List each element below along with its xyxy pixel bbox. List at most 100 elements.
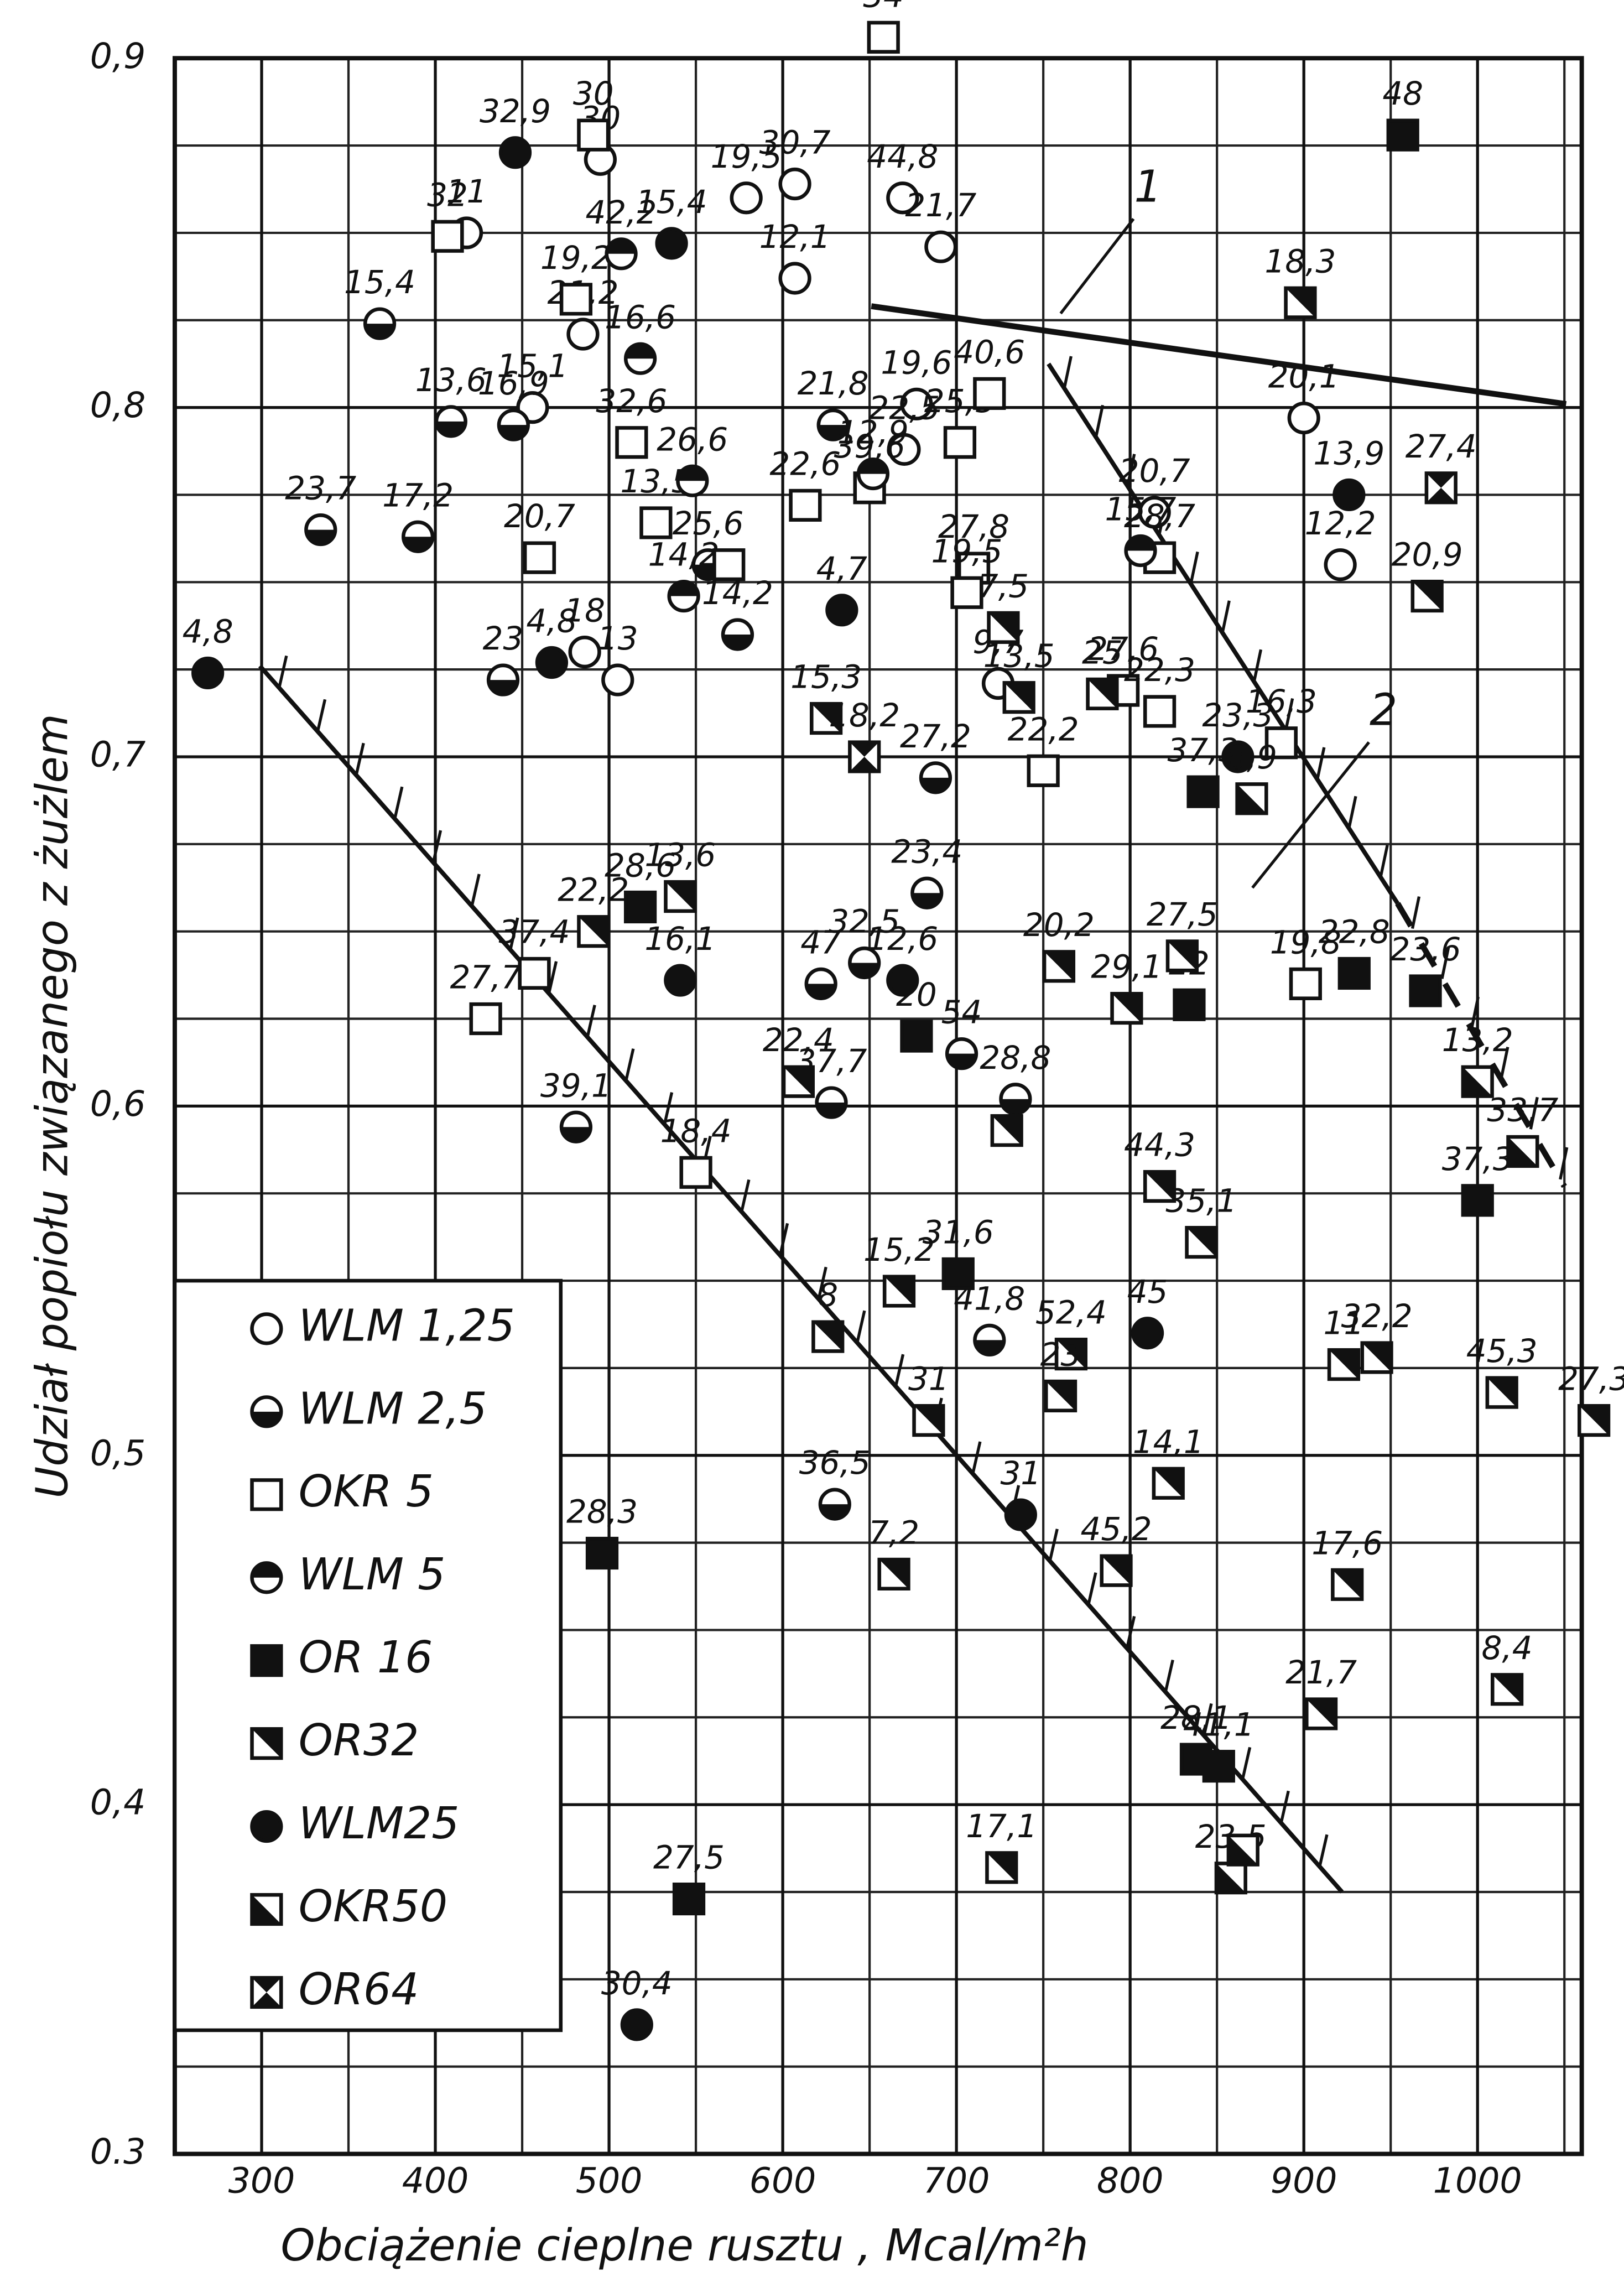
hatch bbox=[1347, 796, 1357, 829]
point-label: 18,3 bbox=[1264, 242, 1336, 280]
point-label: 19,5 bbox=[711, 138, 782, 175]
hatch bbox=[316, 699, 327, 732]
point bbox=[848, 740, 881, 773]
marker-fill bbox=[665, 882, 695, 911]
point-label: 30 bbox=[573, 75, 614, 112]
point bbox=[1002, 681, 1035, 714]
point bbox=[778, 167, 811, 201]
point-label: 16,9 bbox=[478, 365, 549, 402]
marker-shape bbox=[664, 964, 697, 997]
marker-shape bbox=[1264, 726, 1298, 760]
point-label: 31 bbox=[1000, 1454, 1041, 1492]
point-label: 4,7 bbox=[816, 550, 867, 588]
point-label: 19,6 bbox=[881, 344, 952, 381]
point-label: 21,8 bbox=[798, 365, 869, 402]
point bbox=[655, 227, 688, 260]
point bbox=[672, 1882, 706, 1916]
point-label: 23 bbox=[1040, 1336, 1081, 1374]
hatch bbox=[1529, 1096, 1539, 1130]
point-label: 20,9 bbox=[1392, 536, 1463, 574]
point bbox=[1143, 695, 1177, 728]
legend-marker bbox=[250, 1976, 283, 2009]
marker-fill bbox=[850, 963, 879, 978]
marker-fill bbox=[606, 239, 636, 254]
point bbox=[1331, 1568, 1364, 1601]
point bbox=[559, 1110, 593, 1143]
point-label: 32,6 bbox=[596, 382, 667, 420]
point bbox=[497, 408, 530, 441]
point-label: 23,7 bbox=[285, 470, 356, 507]
marker-fill bbox=[947, 1053, 976, 1068]
marker-fill bbox=[1216, 1863, 1246, 1893]
point bbox=[943, 426, 977, 459]
point bbox=[816, 408, 850, 441]
point bbox=[867, 20, 900, 54]
point bbox=[191, 656, 225, 690]
point-label: 54 bbox=[941, 994, 982, 1031]
point-label: 31,6 bbox=[923, 1214, 994, 1251]
point-label: 20,2 bbox=[1023, 906, 1095, 944]
marker-shape bbox=[1221, 740, 1255, 773]
point bbox=[941, 1257, 975, 1291]
point bbox=[363, 307, 397, 340]
marker-shape bbox=[639, 506, 673, 539]
marker-shape bbox=[825, 594, 858, 627]
point-label: 22,8 bbox=[1319, 913, 1390, 951]
point-label: 7,2 bbox=[868, 1514, 919, 1552]
point-label: 33,7 bbox=[1487, 1091, 1558, 1129]
legend-label: WLM 2,5 bbox=[299, 1383, 487, 1434]
point bbox=[924, 230, 957, 263]
point-label: 15,7 bbox=[1105, 491, 1177, 528]
point-label: 8,4 bbox=[1482, 1629, 1533, 1667]
point bbox=[973, 377, 1006, 410]
point-label: 27,8 bbox=[938, 508, 1009, 545]
point bbox=[848, 946, 881, 980]
point bbox=[888, 433, 921, 466]
point bbox=[577, 915, 610, 948]
marker-shape bbox=[886, 181, 919, 215]
point bbox=[605, 237, 638, 271]
point-label: 13,5 bbox=[983, 637, 1055, 675]
point bbox=[1110, 991, 1143, 1025]
hatch bbox=[431, 830, 443, 863]
point bbox=[1324, 548, 1357, 581]
point bbox=[585, 1536, 619, 1570]
point bbox=[486, 663, 520, 696]
legend-marker bbox=[250, 1561, 283, 1594]
point-label: 27,6 bbox=[1087, 630, 1159, 668]
point bbox=[815, 1086, 848, 1119]
marker-fill bbox=[1237, 784, 1267, 814]
reference-line bbox=[258, 664, 1344, 1894]
marker-shape bbox=[730, 181, 763, 215]
marker-fill bbox=[252, 1978, 282, 2007]
hatch bbox=[1126, 454, 1136, 487]
hatch bbox=[1410, 896, 1421, 929]
marker-fill bbox=[1186, 1228, 1216, 1257]
hatch bbox=[393, 786, 404, 819]
point-label: 16,6 bbox=[605, 298, 676, 336]
x-tick-label: 1000 bbox=[1433, 2160, 1522, 2201]
point bbox=[1186, 775, 1220, 808]
point bbox=[1461, 1184, 1494, 1217]
point bbox=[712, 548, 746, 581]
hatch bbox=[740, 1179, 751, 1212]
point bbox=[900, 1020, 933, 1053]
point bbox=[1386, 118, 1419, 152]
point-label: 32 bbox=[427, 176, 468, 214]
marker-fill bbox=[806, 984, 836, 999]
marker-fill bbox=[784, 1067, 813, 1096]
point-label: 37,4 bbox=[499, 913, 570, 951]
point-label: 23,3 bbox=[1202, 696, 1273, 734]
marker-shape bbox=[1173, 988, 1206, 1021]
point-label: 21,7 bbox=[905, 186, 976, 224]
point bbox=[1226, 1833, 1259, 1867]
marker-shape bbox=[867, 20, 900, 54]
point-label: 28,7 bbox=[1124, 497, 1195, 535]
point bbox=[1304, 1697, 1338, 1730]
point bbox=[1235, 782, 1268, 815]
point-label: 52,4 bbox=[1035, 1294, 1107, 1332]
legend-label: WLM 5 bbox=[299, 1549, 446, 1600]
point-label: 23,6 bbox=[1390, 931, 1461, 968]
marker-fill bbox=[499, 425, 528, 440]
